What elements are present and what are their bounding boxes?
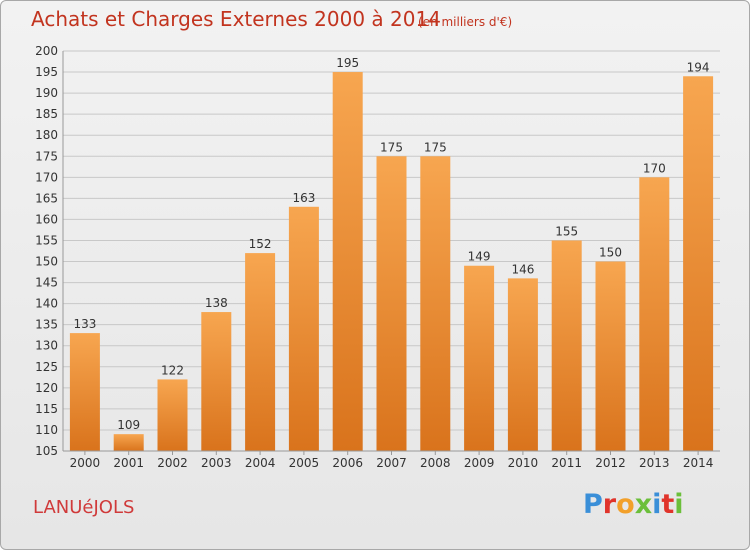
x-tick-label: 2002 (157, 456, 188, 470)
y-tick-label: 200 (35, 44, 58, 58)
y-tick-label: 140 (35, 297, 58, 311)
y-tick-label: 175 (35, 149, 58, 163)
y-tick-label: 165 (35, 191, 58, 205)
value-label: 149 (468, 250, 491, 264)
logo-letter: i (674, 489, 684, 520)
logo-letter: P (583, 489, 603, 520)
value-label: 150 (599, 246, 622, 260)
value-label: 133 (73, 317, 96, 331)
logo-letter: i (652, 489, 662, 520)
logo-letter: t (661, 489, 675, 520)
logo-letter: r (602, 489, 617, 520)
x-tick-label: 2010 (508, 456, 539, 470)
value-label: 138 (205, 296, 228, 310)
commune-name: LANUéJOLS (33, 497, 135, 518)
bar-2013 (639, 177, 670, 451)
y-tick-label: 145 (35, 276, 58, 290)
bar-2002 (157, 379, 188, 451)
x-tick-label: 2007 (376, 456, 407, 470)
x-tick-label: 2009 (464, 456, 495, 470)
y-tick-label: 185 (35, 107, 58, 121)
y-tick-label: 125 (35, 360, 58, 374)
value-label: 175 (380, 140, 403, 154)
bar-2014 (683, 76, 714, 452)
y-tick-label: 160 (35, 212, 58, 226)
x-tick-label: 2012 (595, 456, 626, 470)
value-label: 175 (424, 140, 447, 154)
bar-2003 (201, 312, 232, 451)
y-tick-label: 130 (35, 339, 58, 353)
bar-2011 (551, 240, 582, 451)
value-label: 195 (336, 56, 359, 70)
y-tick-label: 155 (35, 233, 58, 247)
y-tick-label: 115 (35, 402, 58, 416)
bar-2009 (464, 265, 495, 451)
x-tick-label: 2000 (70, 456, 101, 470)
proxiti-logo[interactable]: Proxiti (583, 489, 684, 520)
axes: 105 110 115 120 125 130 135 140 145 150 155 160 165 1… (35, 44, 720, 470)
value-label: 146 (511, 262, 534, 276)
bar-2010 (507, 278, 538, 451)
logo-letter: x (634, 489, 653, 520)
logo-letter: o (616, 489, 635, 520)
bar-2000 (69, 333, 100, 451)
x-tick-label: 2006 (332, 456, 363, 470)
bar-2001 (113, 434, 144, 451)
value-label: 109 (117, 418, 140, 432)
y-tick-label: 135 (35, 318, 58, 332)
value-label: 122 (161, 363, 184, 377)
y-tick-label: 190 (35, 86, 58, 100)
y-tick-label: 180 (35, 128, 58, 142)
value-label: 163 (292, 191, 315, 205)
bar-2006 (332, 72, 363, 451)
x-tick-label: 2003 (201, 456, 232, 470)
value-label: 152 (249, 237, 272, 251)
chart-title: Achats et Charges Externes 2000 à 2014 (31, 7, 441, 31)
bar-2012 (595, 261, 626, 451)
x-tick-label: 2014 (683, 456, 714, 470)
value-label: 170 (643, 161, 666, 175)
chart-subtitle: (en milliers d'€) (418, 15, 513, 29)
y-tick-label: 120 (35, 381, 58, 395)
bar-2005 (288, 206, 319, 451)
bars: 133 109 122 138 152 163 195 175 175 149 146 155 150 1… (69, 56, 714, 452)
y-tick-label: 170 (35, 170, 58, 184)
value-label: 194 (687, 60, 710, 74)
x-tick-label: 2008 (420, 456, 451, 470)
x-tick-label: 2011 (551, 456, 582, 470)
x-tick-label: 2013 (639, 456, 670, 470)
x-tick-label: 2004 (245, 456, 276, 470)
bar-2008 (420, 156, 451, 451)
y-tick-label: 150 (35, 255, 58, 269)
y-tick-label: 105 (35, 444, 58, 458)
y-tick-label: 195 (35, 65, 58, 79)
value-label: 155 (555, 224, 578, 238)
x-tick-label: 2005 (289, 456, 320, 470)
x-tick-label: 2001 (113, 456, 144, 470)
bar-2004 (245, 253, 276, 451)
y-tick-label: 110 (35, 423, 58, 437)
bar-2007 (376, 156, 407, 451)
